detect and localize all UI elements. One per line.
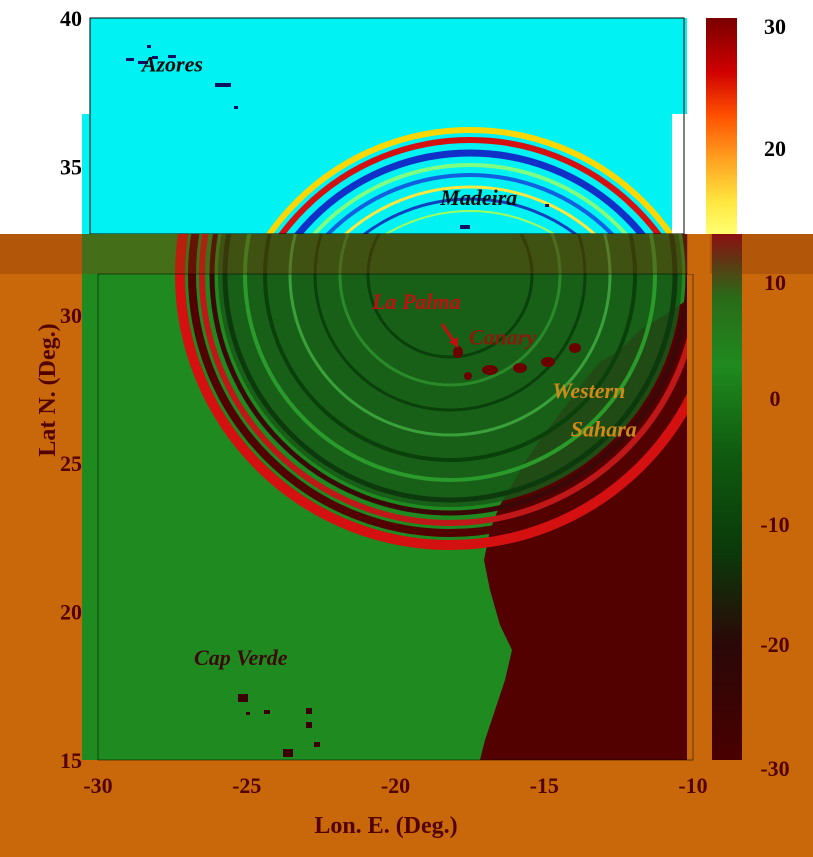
y-tick-label: 20 (60, 600, 82, 625)
azores-islands (126, 45, 238, 109)
colorbar-tick-label: -30 (760, 756, 789, 781)
x-tick-label: -20 (381, 773, 410, 798)
y-tick-label: 35 (60, 154, 82, 179)
lower-wave-rings (175, 234, 687, 550)
la-palma-arrow (440, 323, 458, 348)
canary-islands (453, 343, 581, 380)
upper-panel (82, 18, 687, 234)
colorbar-tick-label: 0 (770, 386, 781, 411)
x-axis-label: Lon. E. (Deg.) (314, 813, 457, 839)
y-tick-label: 15 (60, 748, 82, 773)
x-tick-label: -30 (83, 773, 112, 798)
lower-panel (82, 234, 687, 760)
place-label: Madeira (439, 185, 517, 210)
upper-wave-rings (266, 127, 674, 234)
madeira-islands (460, 204, 549, 229)
place-label: Azores (140, 51, 203, 76)
x-tick-label: -25 (232, 773, 261, 798)
cape-verde-islands (238, 694, 320, 757)
y-tick-label: 40 (60, 6, 82, 31)
place-label: Western (552, 378, 625, 403)
colorbar-tick-label: 30 (764, 14, 786, 39)
colorbar-tick-label: -20 (760, 632, 789, 657)
place-label: Cap Verde (194, 645, 288, 670)
colorbar-tick-label: -10 (760, 512, 789, 537)
upper-ocean (82, 18, 687, 234)
wave-interior (218, 234, 682, 507)
place-label: Canary (469, 324, 536, 349)
lower-panel-frame (97, 273, 694, 761)
panel-overlap-band (0, 234, 813, 274)
colorbar-tick-label: 20 (764, 136, 786, 161)
upper-colorbar (706, 18, 737, 234)
lower-colorbar (688, 234, 742, 760)
africa-land (480, 300, 687, 760)
x-tick-label: -10 (678, 773, 707, 798)
y-tick-label: 30 (60, 303, 82, 328)
y-axis-label: Lat N. (Deg.) (35, 323, 61, 456)
colorbar-tick-label: 10 (764, 270, 786, 295)
y-tick-label: 25 (60, 451, 82, 476)
place-label: Sahara (571, 416, 637, 441)
place-label: La Palma (371, 289, 461, 314)
x-tick-label: -15 (530, 773, 559, 798)
